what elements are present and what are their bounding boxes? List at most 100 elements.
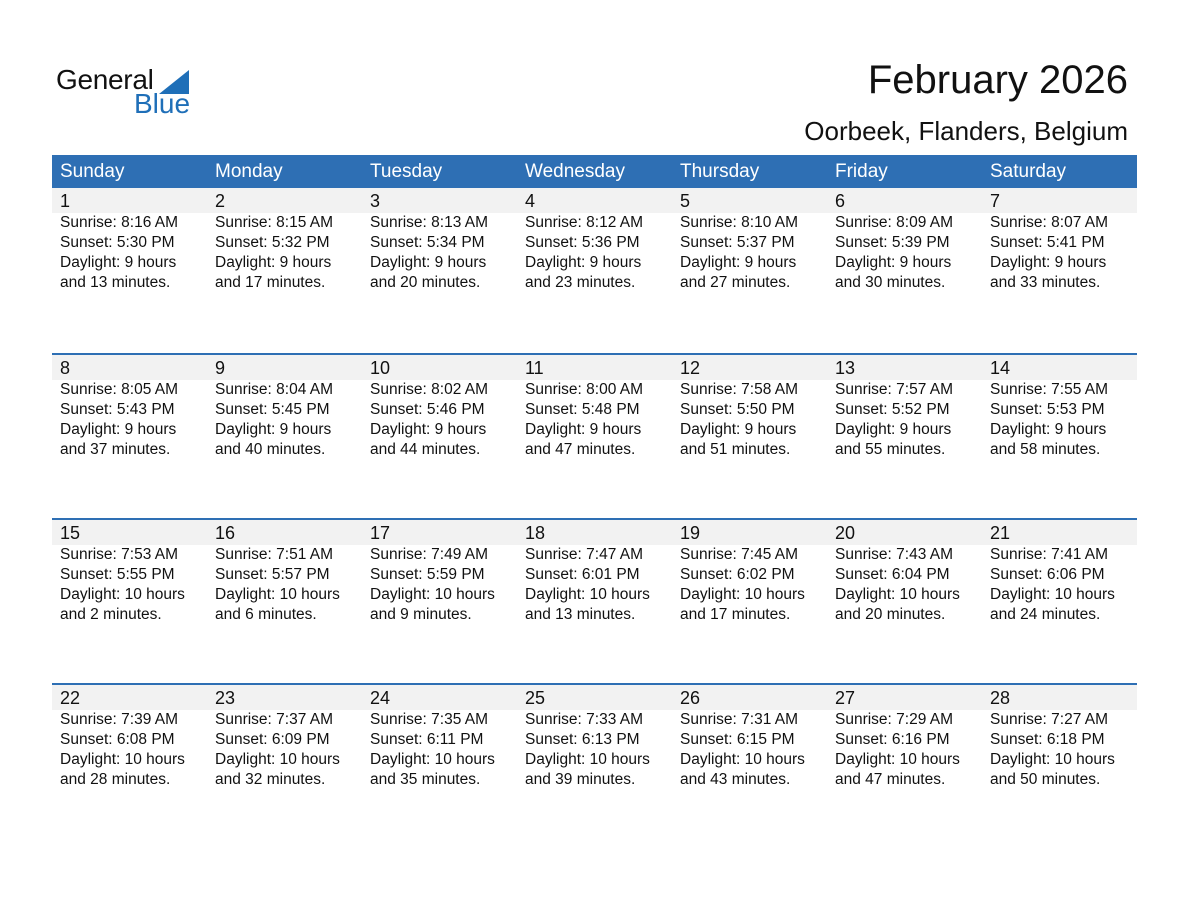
sunset-text: Sunset: 5:59 PM <box>370 566 485 583</box>
daylight-minutes-text: and 58 minutes. <box>990 441 1101 458</box>
daylight-minutes-text: and 40 minutes. <box>215 441 326 458</box>
day-number: 4 <box>525 191 536 211</box>
day-number-band <box>52 188 1137 213</box>
sunrise-text: Sunrise: 7:55 AM <box>990 381 1109 398</box>
daylight-text: Daylight: 10 hours <box>990 586 1115 603</box>
sunrise-text: Sunrise: 7:43 AM <box>835 546 954 563</box>
sunrise-text: Sunrise: 8:15 AM <box>215 214 334 231</box>
sunset-text: Sunset: 6:11 PM <box>370 731 484 748</box>
sunset-text: Sunset: 5:57 PM <box>215 566 330 583</box>
logo-blue: Blue <box>134 88 191 119</box>
daylight-text: Daylight: 10 hours <box>680 586 805 603</box>
weekday-monday: Monday <box>215 161 283 182</box>
daylight-minutes-text: and 47 minutes. <box>835 771 946 788</box>
logo-general: General <box>56 64 154 95</box>
day-cell: 4 Sunrise: 8:12 AM Sunset: 5:36 PM Daylight… <box>517 188 672 293</box>
day-cell: 15 Sunrise: 7:53 AM Sunset: 5:55 PM Dayligh… <box>52 520 207 625</box>
day-number: 24 <box>370 688 391 708</box>
daylight-text: Daylight: 9 hours <box>680 421 797 438</box>
sunset-text: Sunset: 6:08 PM <box>60 731 175 748</box>
day-number: 19 <box>680 523 701 543</box>
sunset-text: Sunset: 6:15 PM <box>680 731 795 748</box>
sunset-text: Sunset: 6:06 PM <box>990 566 1105 583</box>
day-cell: 1 Sunrise: 8:16 AM Sunset: 5:30 PM Daylight… <box>52 188 207 293</box>
daylight-minutes-text: and 13 minutes. <box>60 274 171 291</box>
daylight-text: Daylight: 10 hours <box>525 586 650 603</box>
sunrise-text: Sunrise: 7:53 AM <box>60 546 179 563</box>
daylight-text: Daylight: 10 hours <box>370 586 495 603</box>
daylight-minutes-text: and 32 minutes. <box>215 771 326 788</box>
sunset-text: Sunset: 6:18 PM <box>990 731 1105 748</box>
day-cell: 17 Sunrise: 7:49 AM Sunset: 5:59 PM Dayligh… <box>362 520 517 625</box>
sunrise-text: Sunrise: 8:12 AM <box>525 214 644 231</box>
sunset-text: Sunset: 6:16 PM <box>835 731 950 748</box>
sunset-text: Sunset: 5:32 PM <box>215 234 330 251</box>
sunrise-text: Sunrise: 8:09 AM <box>835 214 954 231</box>
day-number: 25 <box>525 688 546 708</box>
sunset-text: Sunset: 6:09 PM <box>215 731 330 748</box>
week-row: 1 Sunrise: 8:16 AM Sunset: 5:30 PM Daylight… <box>52 188 1137 353</box>
day-cell: 2 Sunrise: 8:15 AM Sunset: 5:32 PM Daylight… <box>207 188 362 293</box>
day-number: 21 <box>990 523 1011 543</box>
daylight-text: Daylight: 10 hours <box>835 586 960 603</box>
daylight-minutes-text: and 24 minutes. <box>990 606 1101 623</box>
day-cell: 16 Sunrise: 7:51 AM Sunset: 5:57 PM Dayligh… <box>207 520 362 625</box>
sunset-text: Sunset: 5:55 PM <box>60 566 175 583</box>
week-row: 22 Sunrise: 7:39 AM Sunset: 6:08 PM Dayligh… <box>52 683 1137 848</box>
day-cell: 11 Sunrise: 8:00 AM Sunset: 5:48 PM Dayligh… <box>517 355 672 460</box>
day-cell: 6 Sunrise: 8:09 AM Sunset: 5:39 PM Daylight… <box>827 188 982 293</box>
sunrise-text: Sunrise: 7:27 AM <box>990 711 1109 728</box>
day-cell: 24 Sunrise: 7:35 AM Sunset: 6:11 PM Dayligh… <box>362 685 517 790</box>
daylight-text: Daylight: 9 hours <box>215 254 332 271</box>
sunset-text: Sunset: 6:13 PM <box>525 731 640 748</box>
day-cell: 19 Sunrise: 7:45 AM Sunset: 6:02 PM Dayligh… <box>672 520 827 625</box>
day-cell: 18 Sunrise: 7:47 AM Sunset: 6:01 PM Dayligh… <box>517 520 672 625</box>
daylight-minutes-text: and 55 minutes. <box>835 441 946 458</box>
sunrise-text: Sunrise: 8:16 AM <box>60 214 179 231</box>
day-cell: 23 Sunrise: 7:37 AM Sunset: 6:09 PM Dayligh… <box>207 685 362 790</box>
day-number: 18 <box>525 523 546 543</box>
sunset-text: Sunset: 5:30 PM <box>60 234 175 251</box>
sunrise-text: Sunrise: 8:02 AM <box>370 381 489 398</box>
sunset-text: Sunset: 5:50 PM <box>680 401 795 418</box>
day-number: 3 <box>370 191 381 211</box>
daylight-text: Daylight: 10 hours <box>680 751 805 768</box>
daylight-text: Daylight: 9 hours <box>60 421 177 438</box>
sunrise-text: Sunrise: 7:35 AM <box>370 711 489 728</box>
sunrise-text: Sunrise: 7:31 AM <box>680 711 799 728</box>
weekday-tuesday: Tuesday <box>370 161 443 182</box>
sunset-text: Sunset: 5:52 PM <box>835 401 950 418</box>
day-number: 6 <box>835 191 846 211</box>
weekday-friday: Friday <box>835 161 888 182</box>
daylight-text: Daylight: 9 hours <box>835 254 952 271</box>
daylight-minutes-text: and 43 minutes. <box>680 771 791 788</box>
sunset-text: Sunset: 5:34 PM <box>370 234 485 251</box>
daylight-minutes-text: and 20 minutes. <box>835 606 946 623</box>
daylight-minutes-text: and 9 minutes. <box>370 606 472 623</box>
daylight-minutes-text: and 28 minutes. <box>60 771 171 788</box>
day-cell: 7 Sunrise: 8:07 AM Sunset: 5:41 PM Daylight… <box>982 188 1137 293</box>
daylight-text: Daylight: 10 hours <box>370 751 495 768</box>
sunrise-text: Sunrise: 8:00 AM <box>525 381 644 398</box>
logo-triangle-icon <box>159 70 189 94</box>
day-number: 10 <box>370 358 391 378</box>
sunrise-text: Sunrise: 8:05 AM <box>60 381 179 398</box>
day-cell: 28 Sunrise: 7:27 AM Sunset: 6:18 PM Dayligh… <box>982 685 1137 790</box>
daylight-text: Daylight: 9 hours <box>525 254 642 271</box>
day-cell: 5 Sunrise: 8:10 AM Sunset: 5:37 PM Daylight… <box>672 188 827 293</box>
daylight-minutes-text: and 20 minutes. <box>370 274 481 291</box>
sunrise-text: Sunrise: 7:51 AM <box>215 546 334 563</box>
daylight-minutes-text: and 35 minutes. <box>370 771 481 788</box>
daylight-minutes-text: and 50 minutes. <box>990 771 1101 788</box>
sunset-text: Sunset: 5:39 PM <box>835 234 950 251</box>
sunrise-text: Sunrise: 7:37 AM <box>215 711 334 728</box>
day-number: 13 <box>835 358 856 378</box>
sunrise-text: Sunrise: 7:33 AM <box>525 711 644 728</box>
daylight-minutes-text: and 44 minutes. <box>370 441 481 458</box>
day-number: 16 <box>215 523 236 543</box>
day-cell: 20 Sunrise: 7:43 AM Sunset: 6:04 PM Dayligh… <box>827 520 982 625</box>
day-cell: 21 Sunrise: 7:41 AM Sunset: 6:06 PM Dayligh… <box>982 520 1137 625</box>
day-cell: 8 Sunrise: 8:05 AM Sunset: 5:43 PM Daylight… <box>52 355 207 460</box>
day-number: 5 <box>680 191 691 211</box>
day-number: 14 <box>990 358 1011 378</box>
